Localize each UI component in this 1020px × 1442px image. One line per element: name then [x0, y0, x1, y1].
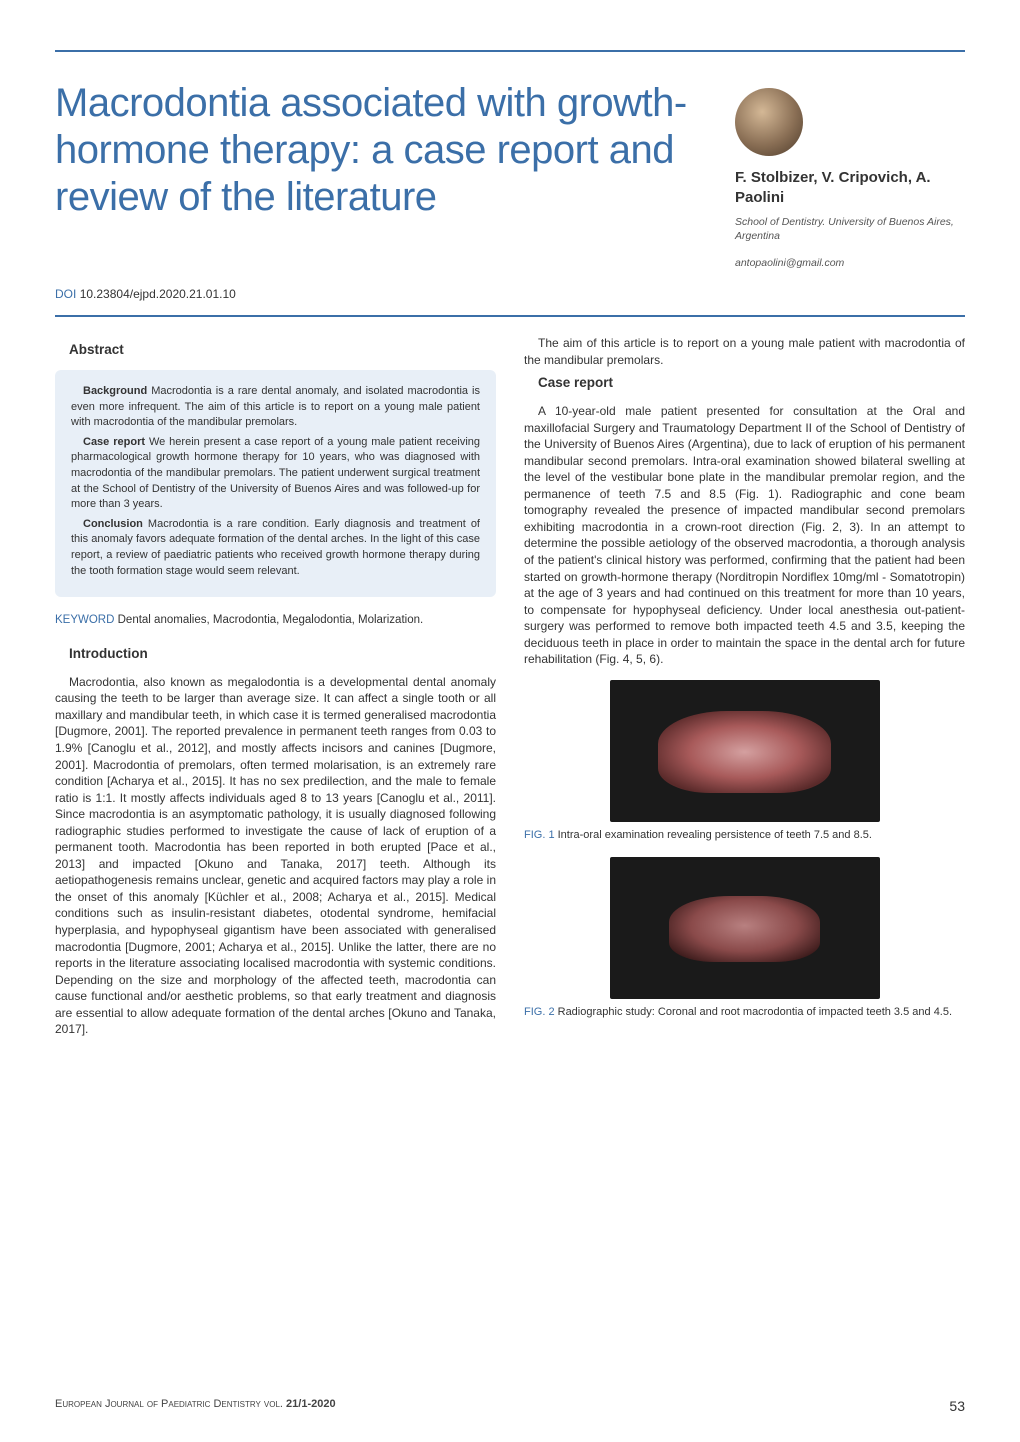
- two-column-body: Abstract Background Macrodontia is a rar…: [55, 335, 965, 1039]
- case-report-paragraph: A 10-year-old male patient presented for…: [524, 403, 965, 668]
- affiliation: School of Dentistry. University of Bueno…: [735, 215, 965, 243]
- figure-2-text: Radiographic study: Coronal and root mac…: [558, 1006, 952, 1018]
- page-footer: European Journal of Paediatric Dentistry…: [55, 1398, 965, 1414]
- article-title: Macrodontia associated with growth-hormo…: [55, 80, 705, 222]
- corresponding-email: antopaolini@gmail.com: [735, 257, 965, 269]
- page-number: 53: [949, 1398, 965, 1414]
- figure-2-image: [610, 857, 880, 999]
- abstract-case: Case report We herein present a case rep…: [71, 435, 480, 513]
- keyword-values: Dental anomalies, Macrodontia, Megalodon…: [118, 614, 424, 626]
- journal-title: European Journal of Paediatric Dentistry: [55, 1398, 264, 1410]
- column-left: Abstract Background Macrodontia is a rar…: [55, 335, 496, 1039]
- abstract-conclusion-label: Conclusion: [83, 518, 143, 530]
- doi-value: 10.23804/ejpd.2020.21.01.10: [80, 287, 236, 301]
- introduction-body: Macrodontia, also known as megalodontia …: [55, 674, 496, 1038]
- figure-2-label: FIG. 2: [524, 1006, 555, 1018]
- figure-1-label: FIG. 1: [524, 829, 555, 841]
- journal-vol-label: vol.: [264, 1398, 286, 1410]
- doi-line: DOI 10.23804/ejpd.2020.21.01.10: [55, 287, 965, 301]
- aim-text: The aim of this article is to report on …: [524, 335, 965, 368]
- journal-reference: European Journal of Paediatric Dentistry…: [55, 1398, 336, 1414]
- abstract-heading: Abstract: [69, 341, 496, 360]
- keyword-label: KEYWORD: [55, 614, 114, 626]
- column-right: The aim of this article is to report on …: [524, 335, 965, 1039]
- introduction-heading: Introduction: [69, 645, 496, 664]
- author-block: F. Stolbizer, V. Cripovich, A. Paolini S…: [735, 80, 965, 269]
- case-report-heading: Case report: [538, 374, 965, 393]
- mid-rule: [55, 315, 965, 317]
- case-report-body: A 10-year-old male patient presented for…: [524, 403, 965, 668]
- figure-1-caption: FIG. 1 Intra-oral examination revealing …: [524, 828, 965, 843]
- title-block: Macrodontia associated with growth-hormo…: [55, 80, 705, 269]
- author-names: F. Stolbizer, V. Cripovich, A. Paolini: [735, 168, 965, 207]
- abstract-conclusion: Conclusion Macrodontia is a rare conditi…: [71, 517, 480, 579]
- doi-label: DOI: [55, 287, 76, 301]
- journal-issue: 21/1-2020: [286, 1398, 336, 1410]
- aim-paragraph: The aim of this article is to report on …: [524, 335, 965, 368]
- figure-2-caption: FIG. 2 Radiographic study: Coronal and r…: [524, 1005, 965, 1020]
- figure-1-image: [610, 680, 880, 822]
- abstract-background-label: Background: [83, 385, 147, 397]
- abstract-case-label: Case report: [83, 436, 145, 448]
- figure-1-text: Intra-oral examination revealing persist…: [558, 829, 872, 841]
- top-rule: [55, 50, 965, 52]
- abstract-box: Background Macrodontia is a rare dental …: [55, 370, 496, 597]
- keyword-line: KEYWORD Dental anomalies, Macrodontia, M…: [55, 613, 496, 629]
- header-row: Macrodontia associated with growth-hormo…: [55, 80, 965, 269]
- abstract-background: Background Macrodontia is a rare dental …: [71, 384, 480, 431]
- author-photo: [735, 88, 803, 156]
- introduction-paragraph: Macrodontia, also known as megalodontia …: [55, 674, 496, 1038]
